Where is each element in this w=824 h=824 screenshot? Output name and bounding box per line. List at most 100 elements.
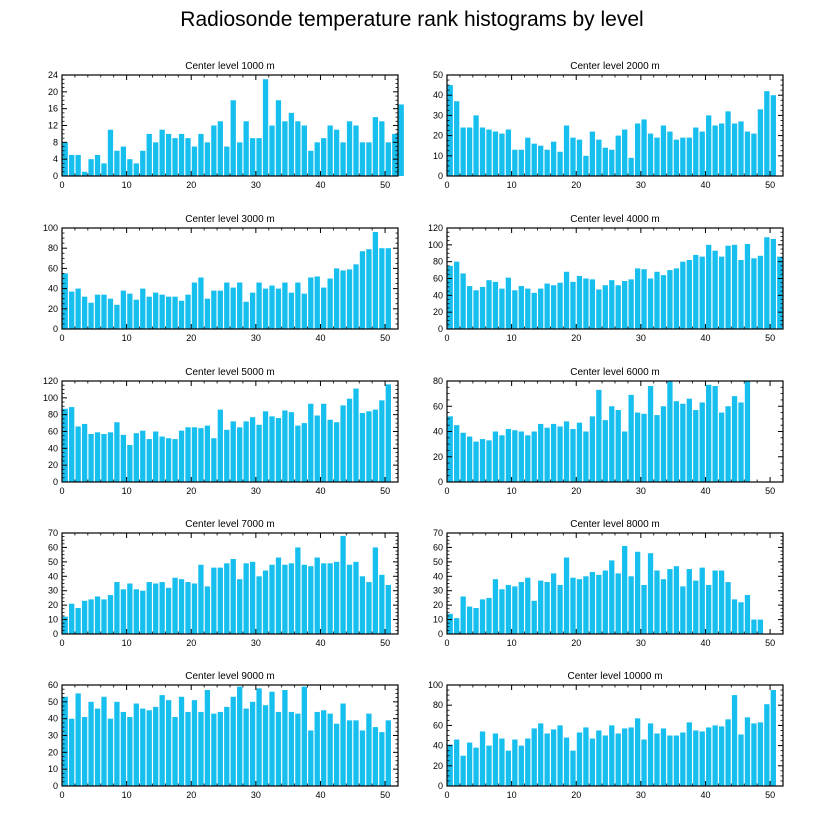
bar [69, 718, 75, 786]
panel-title: Center level 9000 m [185, 671, 275, 682]
bar [140, 288, 146, 329]
bar [314, 711, 320, 786]
bar [398, 104, 404, 176]
panel-title: Center level 7000 m [185, 519, 275, 530]
bar [372, 727, 379, 786]
y-tick-label: 30 [433, 110, 443, 120]
bar [673, 401, 680, 482]
bar [243, 708, 249, 786]
bar [731, 396, 738, 482]
bar [269, 125, 275, 176]
bar [492, 733, 499, 786]
panel-title: Center level 3000 m [185, 214, 275, 225]
bar [256, 576, 262, 634]
bar [295, 282, 301, 329]
bar [596, 389, 602, 482]
bar [576, 422, 583, 482]
bar [256, 282, 262, 329]
bar [217, 409, 223, 482]
y-tick-label: 70 [433, 528, 443, 538]
bar [237, 579, 243, 634]
bar [262, 411, 269, 482]
bar [159, 294, 165, 329]
bar [346, 398, 353, 482]
histogram-panel-6: Center level 6000 m 0 20 40 60 80 0 10 20 30 40 50 [433, 367, 784, 496]
bar [628, 576, 634, 634]
bar [159, 129, 165, 176]
bar [725, 719, 731, 786]
bar [198, 711, 204, 786]
bar [757, 722, 764, 786]
bar [466, 742, 473, 786]
bar [609, 280, 615, 329]
bar [712, 570, 718, 634]
bar [505, 428, 512, 482]
bar [256, 688, 262, 786]
x-tick-label: 10 [507, 333, 517, 343]
bar [602, 570, 608, 634]
bar [622, 281, 628, 329]
bar [224, 429, 230, 482]
y-tick-label: 80 [433, 257, 443, 267]
bar [615, 733, 621, 786]
bar [454, 101, 460, 176]
bar [366, 713, 372, 786]
y-tick-label: 10 [48, 615, 58, 625]
bar [237, 282, 243, 329]
bar [615, 410, 621, 482]
bar [62, 273, 68, 329]
bar [224, 706, 230, 786]
y-tick-label: 20 [48, 460, 58, 470]
bar [172, 577, 178, 634]
bar [454, 261, 460, 329]
x-tick-label: 50 [380, 180, 390, 190]
x-tick-label: 30 [636, 486, 646, 496]
bar [589, 279, 596, 329]
bar [107, 718, 114, 786]
bar [204, 586, 211, 634]
x-tick-label: 10 [122, 638, 132, 648]
bar [243, 121, 249, 176]
bar [165, 700, 172, 786]
x-tick-label: 50 [380, 486, 390, 496]
bar [486, 280, 492, 329]
bar [346, 720, 353, 786]
bar [333, 268, 340, 329]
bar [333, 422, 340, 482]
bar [372, 232, 379, 329]
bar [576, 732, 583, 786]
bar [686, 569, 692, 634]
bar [454, 425, 460, 482]
bar [699, 131, 705, 176]
bar [94, 708, 101, 786]
y-tick-label: 100 [43, 393, 58, 403]
y-tick-label: 120 [43, 376, 58, 386]
bar [353, 125, 359, 176]
bar [751, 619, 757, 634]
bar [372, 409, 379, 482]
bar [282, 121, 288, 176]
bar [140, 150, 146, 176]
bar [751, 133, 757, 176]
bar [518, 745, 524, 786]
bar [275, 711, 282, 786]
y-tick-label: 40 [433, 571, 443, 581]
x-tick-label: 40 [315, 790, 325, 800]
bar [518, 582, 524, 634]
bar [525, 288, 531, 329]
bar [583, 576, 589, 634]
bar [589, 571, 596, 634]
bar [249, 292, 256, 329]
x-tick-label: 30 [251, 180, 261, 190]
x-tick-label: 40 [700, 333, 710, 343]
y-tick-label: 60 [48, 263, 58, 273]
x-tick-label: 30 [636, 790, 646, 800]
bar [133, 589, 139, 634]
bar [479, 599, 486, 634]
bar [563, 125, 570, 176]
bar [706, 115, 712, 176]
bar [647, 723, 654, 786]
x-tick-label: 20 [571, 790, 581, 800]
bar [224, 282, 230, 329]
y-tick-label: 40 [48, 443, 58, 453]
